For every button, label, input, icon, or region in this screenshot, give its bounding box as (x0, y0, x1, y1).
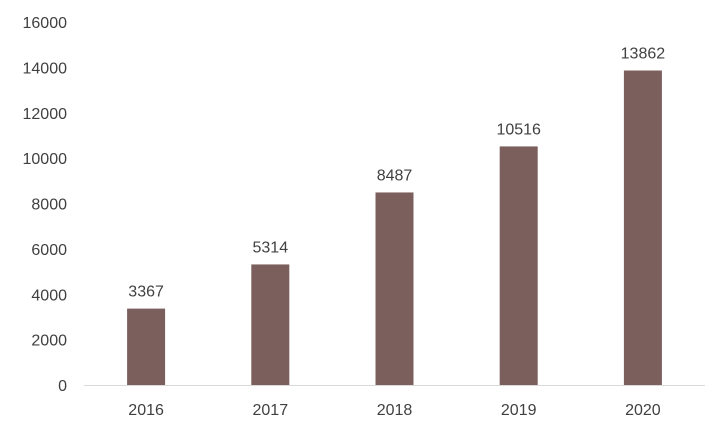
y-tick-label: 4000 (31, 287, 67, 304)
data-labels: 3367 5314 8487 10516 13862 (128, 46, 665, 301)
bar-2017 (251, 264, 290, 385)
bar-2018 (375, 192, 414, 385)
x-tick-label: 2018 (377, 402, 413, 419)
x-tick-label: 2017 (253, 402, 289, 419)
bar-2020 (623, 70, 662, 386)
data-label: 13862 (621, 46, 666, 63)
x-tick-label: 2019 (501, 402, 537, 419)
y-axis-ticks: 0 2000 4000 6000 8000 10000 12000 14000 16000 (23, 15, 68, 395)
data-label: 5314 (253, 239, 289, 256)
x-axis-ticks: 2016 2017 2018 2019 2020 (128, 402, 660, 419)
bar-2019 (499, 146, 538, 385)
y-tick-label: 6000 (31, 242, 67, 259)
data-label: 10516 (496, 121, 541, 138)
y-tick-label: 14000 (23, 60, 68, 77)
y-tick-label: 12000 (23, 106, 68, 123)
x-tick-label: 2020 (625, 402, 661, 419)
data-label: 8487 (377, 167, 413, 184)
y-tick-label: 0 (58, 378, 67, 395)
bar-2016 (127, 308, 166, 385)
x-tick-label: 2016 (128, 402, 164, 419)
y-tick-label: 8000 (31, 197, 67, 214)
y-tick-label: 2000 (31, 333, 67, 350)
y-tick-label: 16000 (23, 15, 68, 32)
data-label: 3367 (128, 284, 164, 301)
bars (127, 70, 662, 386)
y-tick-label: 10000 (23, 151, 68, 168)
